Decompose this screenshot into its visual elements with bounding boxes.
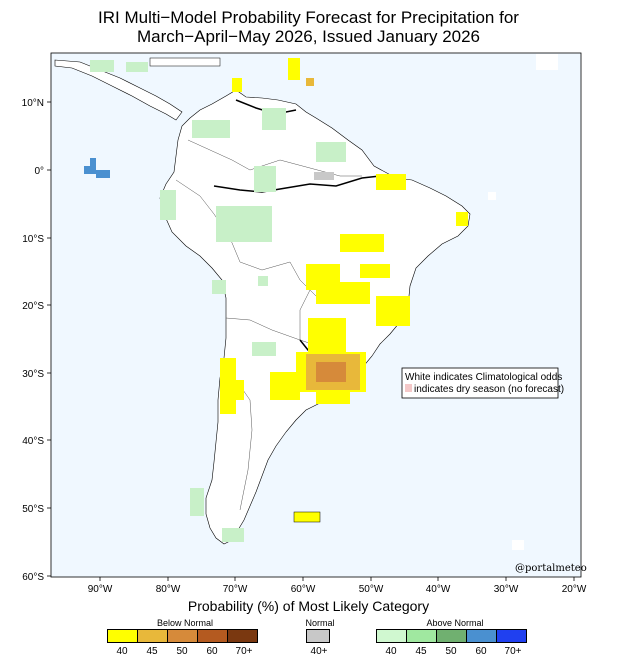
swatch-above-45 <box>406 629 437 643</box>
lat-label: 30°S <box>22 369 44 380</box>
swatch-below-40 <box>107 629 138 643</box>
swatch-above-40 <box>376 629 407 643</box>
swatch-above-70 <box>496 629 527 643</box>
lat-label: 10°N <box>22 98 44 109</box>
map-title-line-1: IRI Multi−Model Probability Forecast for… <box>98 8 519 27</box>
normal-label: Normal <box>305 618 335 628</box>
below-normal-label: Below Normal <box>156 618 214 628</box>
swatch-above-60 <box>466 629 497 643</box>
tick-label: 70+ <box>235 646 253 657</box>
above-normal-swatches <box>376 629 527 643</box>
tick-label: 40 <box>385 646 397 657</box>
tick-label: 45 <box>146 646 158 657</box>
swatch-above-50 <box>436 629 467 643</box>
lon-label: 20°W <box>562 584 587 595</box>
dry-season-blocks <box>440 54 558 550</box>
swatch-below-60 <box>197 629 228 643</box>
swatch-below-70 <box>227 629 258 643</box>
lat-label: 40°S <box>22 436 44 447</box>
latitude-ticks <box>47 101 51 577</box>
lon-label: 50°W <box>359 584 384 595</box>
normal-40-area <box>314 172 334 180</box>
normal-swatches <box>306 629 330 643</box>
above-normal-60-areas <box>84 158 110 178</box>
tick-label: 50 <box>445 646 457 657</box>
swatch-normal-40 <box>306 629 330 643</box>
tick-label: 60 <box>206 646 218 657</box>
climatology-note-box: White indicates Climatological odds indi… <box>401 367 564 399</box>
above-normal-label: Above Normal <box>426 618 484 628</box>
lat-label: 50°S <box>22 504 44 515</box>
lat-label: 10°S <box>22 234 44 245</box>
map-title-line-2: March−April−May 2026, Issued January 202… <box>136 27 481 46</box>
legend-title: Probability (%) of Most Likely Category <box>187 598 430 614</box>
lon-label: 60°W <box>291 584 316 595</box>
lat-label: 60°S <box>22 572 44 583</box>
lat-label: 20°S <box>22 301 44 312</box>
swatch-below-45 <box>137 629 168 643</box>
note-line-2: indicates dry season (no forecast) <box>414 384 564 395</box>
falkland-islands <box>293 511 321 523</box>
tick-label: 60 <box>475 646 487 657</box>
below-normal-50-areas <box>316 362 346 382</box>
forecast-map: 10°N 0° 10°S 20°S 30°S 40°S 50°S 60°S 90… <box>22 52 587 595</box>
latitude-labels: 10°N 0° 10°S 20°S 30°S 40°S 50°S 60°S <box>22 98 45 583</box>
central-america-land <box>54 59 183 121</box>
tick-label: 40+ <box>310 646 328 657</box>
tick-label: 70+ <box>504 646 522 657</box>
note-line-1: White indicates Climatological odds <box>405 372 562 383</box>
swatch-below-50 <box>167 629 198 643</box>
tick-label: 40 <box>116 646 128 657</box>
longitude-ticks <box>99 577 575 581</box>
above-normal-40-areas <box>90 60 346 542</box>
caribbean-islands <box>149 57 221 67</box>
lon-label: 30°W <box>494 584 519 595</box>
longitude-labels: 90°W 80°W 70°W 60°W 50°W 40°W 30°W 20°W <box>88 584 587 595</box>
credit-text: @portalmeteo <box>515 563 587 574</box>
lon-label: 40°W <box>426 584 451 595</box>
lat-label: 0° <box>34 166 44 177</box>
lon-label: 70°W <box>223 584 248 595</box>
below-normal-swatches <box>107 629 258 643</box>
lon-label: 90°W <box>88 584 113 595</box>
lon-label: 80°W <box>156 584 181 595</box>
tick-label: 50 <box>176 646 188 657</box>
map-frame <box>50 52 582 578</box>
dry-season-swatch <box>405 384 412 392</box>
tick-label: 45 <box>415 646 427 657</box>
